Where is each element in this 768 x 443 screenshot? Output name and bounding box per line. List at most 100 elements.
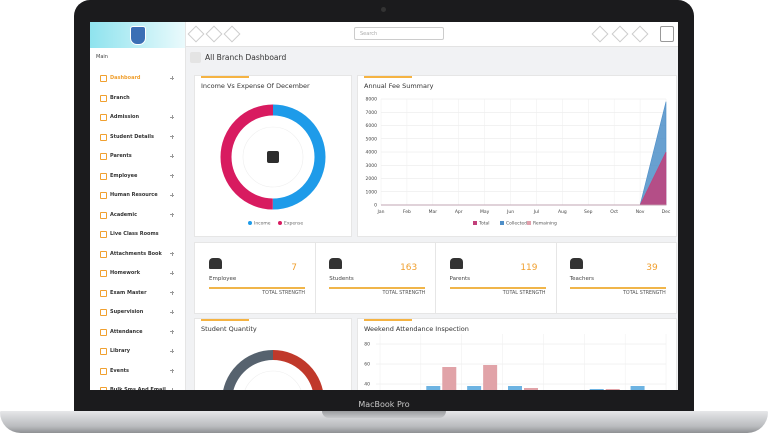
menu-item[interactable]: Live Class Rooms (90, 227, 185, 241)
bell-button[interactable] (631, 25, 649, 43)
menu-item[interactable]: Human Resource (90, 188, 185, 202)
menu-icon (100, 270, 107, 277)
menu-label: Live Class Rooms (110, 231, 159, 237)
menu-item[interactable]: Bulk Sms And Email (90, 383, 185, 390)
card-title: Income Vs Expense Of December (201, 82, 310, 90)
expand-icon (170, 115, 174, 119)
menu-icon (100, 231, 107, 238)
sidebar-section: Main (96, 54, 108, 60)
menu-item[interactable]: Employee (90, 169, 185, 183)
menu-item[interactable]: Dashboard (90, 71, 185, 85)
bar (483, 365, 498, 390)
card-title: Student Quantity (201, 325, 257, 333)
expand-icon (170, 134, 174, 139)
stat-bar (329, 287, 426, 289)
expand-icon (170, 154, 174, 158)
y-tick-label: 1000 (366, 189, 378, 195)
stat-bar (569, 287, 666, 289)
stat-value: 119 (520, 263, 538, 273)
screen: Main Dashboard Branch Admission Student Det… (90, 22, 678, 390)
expand-icon (170, 251, 174, 256)
stat-bar (449, 287, 546, 289)
stats-row: Employee 7 TOTAL STRENGTH Students 163 TOTAL … (194, 242, 677, 314)
menu-icon (100, 94, 107, 102)
x-tick-label: Jan (377, 209, 385, 215)
stat-icon (209, 258, 222, 269)
stat-value: 39 (646, 263, 658, 273)
fullscreen-button[interactable] (205, 25, 223, 43)
bar (426, 386, 441, 390)
stat-caption: TOTAL STRENGTH (382, 291, 426, 296)
x-tick-label: Sep (584, 209, 593, 215)
user-avatar[interactable] (660, 26, 674, 42)
menu-item[interactable]: Student Details (90, 130, 185, 144)
menu-item[interactable]: Academic (90, 208, 185, 222)
menu-item[interactable]: Branch (90, 91, 185, 105)
menu-item[interactable]: Exam Master (90, 286, 185, 300)
bar (589, 389, 604, 390)
menu-item[interactable]: Homework (90, 266, 185, 280)
menu-item[interactable]: Attendance (90, 325, 185, 339)
stat-icon (449, 258, 463, 269)
stat-caption: TOTAL STRENGTH (502, 291, 546, 296)
home-icon[interactable] (190, 52, 201, 63)
menu-icon (100, 172, 107, 180)
topbar: Search (186, 22, 678, 47)
x-tick-label: Oct (610, 209, 618, 215)
apps-button[interactable] (223, 25, 241, 43)
menu-label: Dashboard (110, 75, 141, 81)
stat-value: 163 (400, 263, 418, 273)
card-title: Weekend Attendance Inspection (364, 325, 469, 333)
flag-button[interactable] (611, 25, 629, 43)
expand-icon (170, 271, 174, 275)
logo (130, 26, 146, 45)
menu-label: Branch (110, 94, 130, 101)
menu-item[interactable]: Parents (90, 149, 185, 163)
legend-swatch (527, 221, 531, 225)
menu-label: Attendance (110, 328, 143, 335)
menu-item[interactable]: Admission (90, 110, 185, 124)
menu-item[interactable]: Events (90, 364, 185, 378)
y-tick-label: 6000 (366, 123, 378, 129)
bar (630, 386, 645, 390)
stat-label: Parents (449, 276, 470, 282)
menu-label: Events (110, 367, 129, 374)
donut-segment (222, 350, 324, 390)
stat-label: Teachers (569, 276, 594, 282)
y-tick-label: 7000 (366, 110, 378, 116)
stat-card: Employee 7 TOTAL STRENGTH (195, 243, 316, 313)
expand-icon (170, 76, 174, 80)
y-tick-label: 0 (374, 203, 377, 209)
quantity-card: Student Quantity (194, 318, 352, 390)
menu-icon (100, 211, 107, 219)
sidebar: Main Dashboard Branch Admission Student Det… (90, 22, 186, 390)
menu-label: Admission (110, 114, 140, 120)
menu-item[interactable]: Supervision (90, 305, 185, 319)
menu-button[interactable] (187, 25, 205, 43)
x-tick-label: Mar (429, 209, 438, 215)
calendar-button[interactable] (591, 25, 609, 43)
menu-icon (100, 289, 107, 297)
x-tick-label: Apr (455, 209, 463, 215)
legend-label: Total (478, 221, 490, 227)
menu-icon (100, 114, 107, 121)
menu-item[interactable]: Library (90, 344, 185, 358)
x-tick-label: May (480, 209, 490, 215)
search-box[interactable]: Search (354, 27, 444, 40)
camera (381, 7, 386, 12)
expand-icon (170, 193, 174, 197)
attendance-card: Weekend Attendance Inspection 40 60 80 (357, 318, 677, 390)
y-tick-label: 4000 (366, 150, 378, 156)
income-card: Income Vs Expense Of December Income Expe… (194, 75, 352, 237)
legend-swatch (248, 221, 252, 225)
center-icon (267, 151, 279, 163)
menu-label: Bulk Sms And Email (110, 387, 166, 390)
x-tick-label: Jun (506, 209, 514, 215)
menu-label: Employee (110, 172, 138, 179)
menu-item[interactable]: Attachments Book (90, 247, 185, 261)
legend-swatch (473, 221, 477, 225)
expand-icon (170, 173, 174, 178)
chart: 40 60 80 (364, 334, 667, 390)
menu-icon (100, 75, 107, 82)
